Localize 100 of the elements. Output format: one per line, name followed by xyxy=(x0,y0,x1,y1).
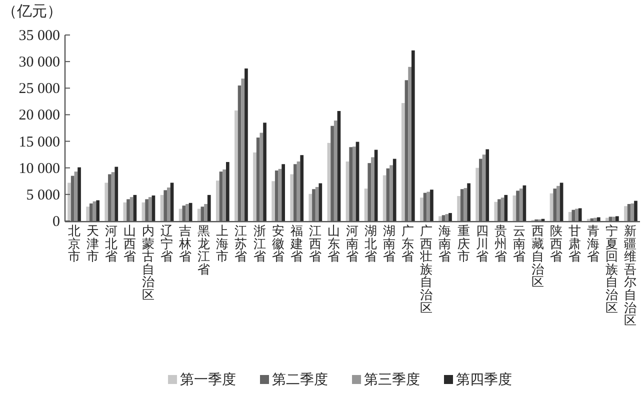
bar xyxy=(219,172,223,221)
bar xyxy=(78,167,81,221)
bar xyxy=(160,194,164,221)
bar xyxy=(401,103,405,221)
bar xyxy=(167,188,170,221)
bar xyxy=(634,200,638,221)
x-tick-label: 天津市 xyxy=(86,224,100,264)
bar xyxy=(197,208,201,221)
bar xyxy=(445,214,449,221)
bar xyxy=(315,186,319,221)
bar xyxy=(560,182,564,221)
bar xyxy=(479,158,482,221)
x-tick-label: 湖南省 xyxy=(383,224,396,264)
bar xyxy=(96,200,100,221)
bar xyxy=(457,196,460,221)
bar xyxy=(256,138,260,221)
bar xyxy=(234,110,238,221)
x-tick-label: 山西省 xyxy=(123,224,136,264)
x-tick-label: 江西省 xyxy=(308,224,322,264)
bar xyxy=(371,157,374,221)
bar xyxy=(244,68,248,221)
x-tick-label: 甘肃省 xyxy=(568,224,582,264)
x-tick-label: 黑龙江省 xyxy=(198,224,211,276)
bar xyxy=(253,152,256,221)
y-tick-label: 0 xyxy=(52,214,60,230)
bar xyxy=(330,126,334,221)
bar xyxy=(627,204,631,221)
bar xyxy=(142,202,146,221)
x-tick-label: 陕西省 xyxy=(550,224,564,264)
bar xyxy=(290,174,294,221)
bar xyxy=(364,188,368,221)
bar xyxy=(334,120,338,221)
y-tick-label: 20 000 xyxy=(18,108,60,124)
x-tick-label: 江苏省 xyxy=(234,224,248,264)
bar xyxy=(448,213,452,221)
bar xyxy=(148,197,152,221)
bar xyxy=(294,164,297,221)
x-tick-label: 辽宁省 xyxy=(160,224,174,264)
bar xyxy=(272,181,275,221)
bar xyxy=(356,142,360,221)
x-tick-label: 安徽省 xyxy=(272,223,285,264)
bar xyxy=(207,194,211,221)
bar xyxy=(442,215,446,221)
x-tick-label: 内蒙古自治区 xyxy=(142,224,155,302)
x-tick-label: 贵州省 xyxy=(494,224,508,264)
x-tick-label: 广东省 xyxy=(402,224,415,264)
bar xyxy=(612,216,616,221)
bar xyxy=(624,206,628,221)
bar xyxy=(111,172,115,221)
bar xyxy=(68,182,71,221)
bar xyxy=(467,183,470,221)
legend-label: 第四季度 xyxy=(456,372,512,388)
bar xyxy=(411,50,415,221)
bar xyxy=(572,210,576,221)
x-tick-label: 青海省 xyxy=(587,224,600,264)
bar xyxy=(241,78,245,221)
bar xyxy=(486,149,490,221)
bar xyxy=(312,189,316,221)
bar xyxy=(390,165,393,221)
bar xyxy=(430,190,434,221)
bar xyxy=(504,194,508,221)
bar xyxy=(204,204,208,221)
bar xyxy=(222,169,226,221)
x-tick-label: 福建省 xyxy=(289,224,304,264)
x-tick-label: 重庆市 xyxy=(457,224,470,264)
bar xyxy=(482,154,486,221)
x-tick-label: 北京市 xyxy=(68,224,81,264)
bar xyxy=(300,155,304,221)
x-tick-label: 湖北省 xyxy=(364,224,378,264)
bar xyxy=(608,216,612,221)
x-tick-label: 上海市 xyxy=(216,224,230,264)
bar xyxy=(337,110,341,221)
bar xyxy=(238,85,242,221)
bar xyxy=(512,195,516,221)
bar xyxy=(606,218,609,221)
bar xyxy=(318,183,322,221)
bar xyxy=(274,170,278,221)
bar xyxy=(352,146,356,221)
bar xyxy=(578,208,582,221)
x-tick-label: 宁夏回族自治区 xyxy=(606,223,619,315)
bar xyxy=(408,66,412,221)
x-tick-label: 云南省 xyxy=(512,224,526,264)
x-tick-label: 广西壮族自治区 xyxy=(419,224,434,315)
bar xyxy=(226,162,230,221)
y-tick-label: 5 000 xyxy=(26,187,60,204)
bar xyxy=(516,190,520,221)
y-tick-label: 15 000 xyxy=(18,134,60,150)
bar xyxy=(114,166,118,221)
bar xyxy=(308,194,312,221)
bar xyxy=(188,202,192,221)
bar xyxy=(70,176,74,221)
bar xyxy=(133,194,137,221)
bar xyxy=(170,182,174,221)
bar xyxy=(182,206,186,221)
bar xyxy=(200,206,204,221)
bar xyxy=(260,132,264,221)
bar xyxy=(386,168,390,221)
bar xyxy=(426,192,430,221)
bar xyxy=(278,168,282,221)
bar xyxy=(392,158,396,221)
